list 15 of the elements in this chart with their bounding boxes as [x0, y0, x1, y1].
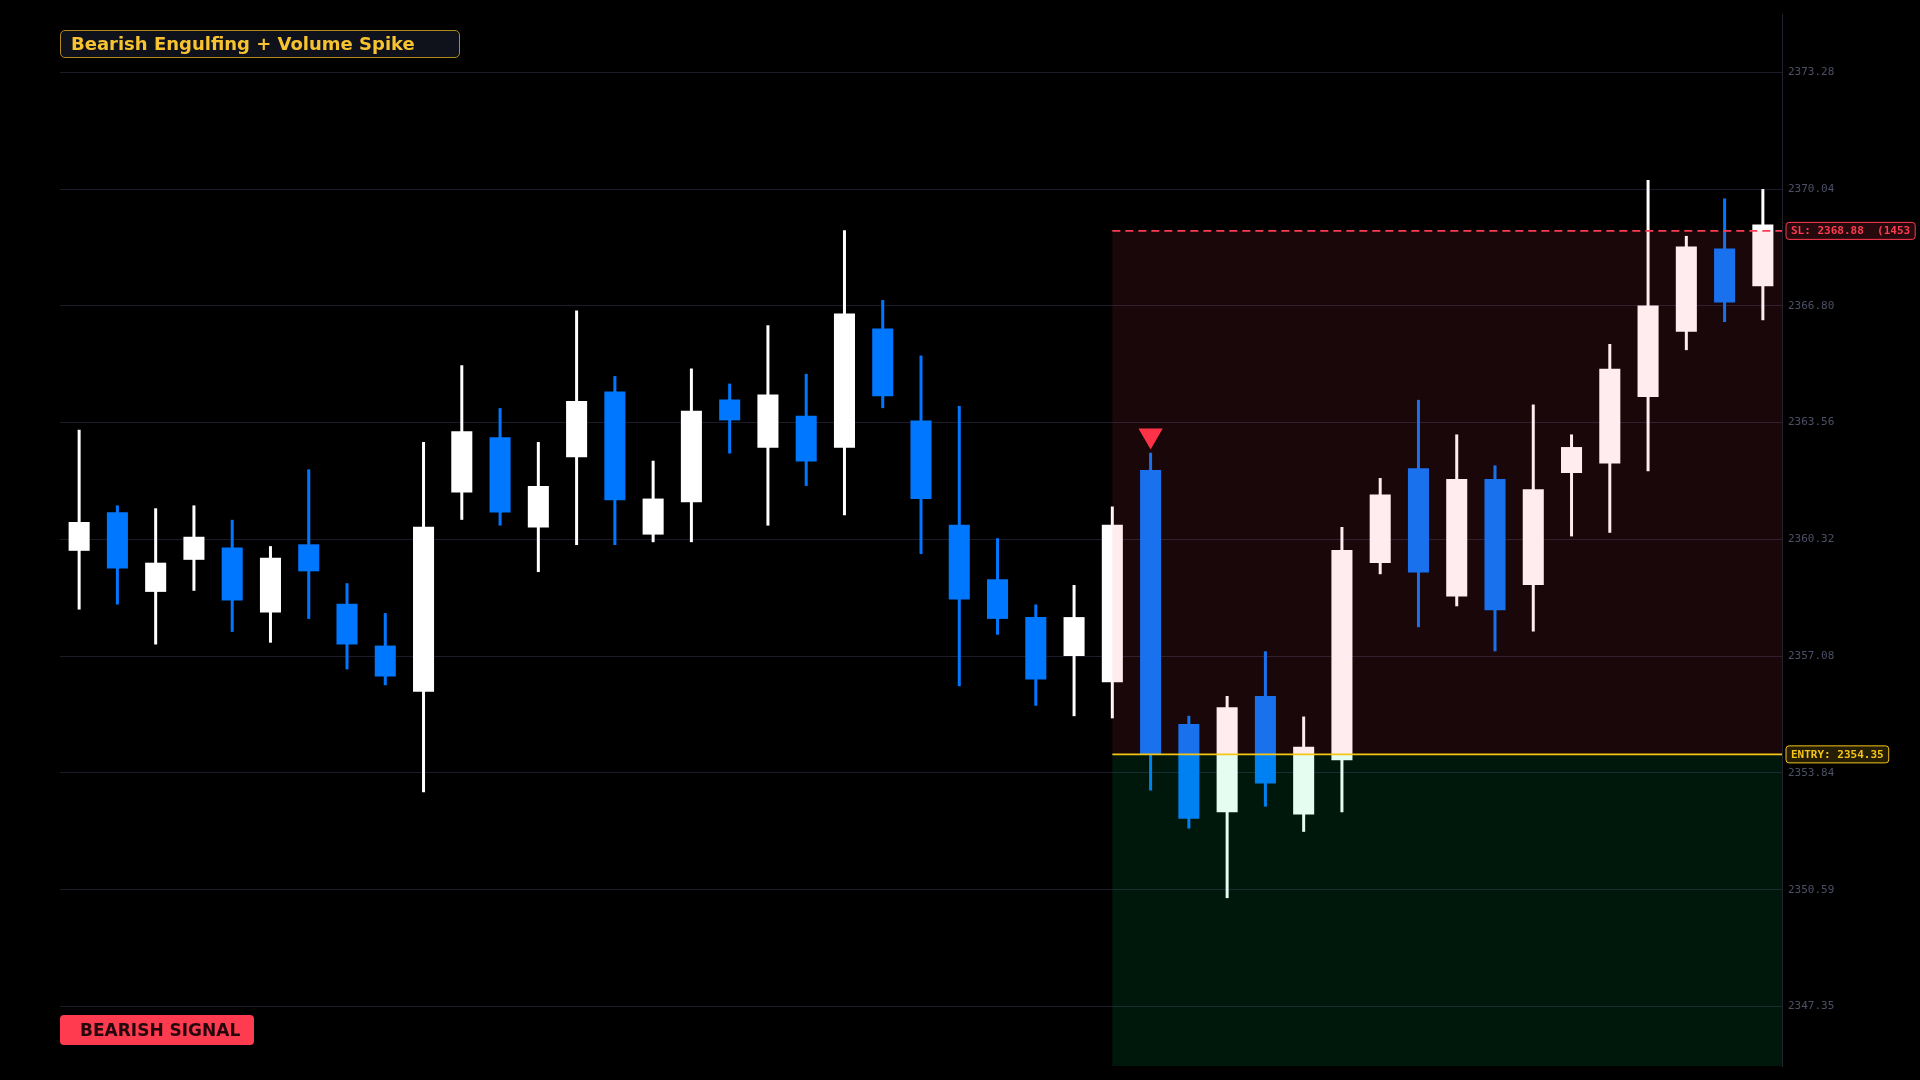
- y-tick-label: 2366.80: [1788, 298, 1835, 312]
- y-tick-label: 2347.35: [1788, 999, 1835, 1013]
- y-tick-label: 2357.08: [1788, 648, 1835, 662]
- candlestick: [719, 383, 741, 454]
- y-tick-label: 2363.56: [1788, 415, 1835, 429]
- text: Bearish Engulfing + Volume Spike: [71, 33, 415, 54]
- annotation: BEARISH SIGNAL: [80, 1020, 241, 1040]
- y-tick-label: 2353.84: [1788, 765, 1835, 779]
- y-tick-label: 2360.32: [1788, 532, 1835, 546]
- y-tick-label: 2370.04: [1788, 181, 1835, 195]
- y-tick-label: 2350.59: [1788, 882, 1835, 896]
- y-tick-label: 2373.28: [1788, 65, 1835, 79]
- ref-line-label: ENTRY: 2354.35: [1791, 747, 1884, 761]
- ref-line-label: SL: 2368.88 (1453: [1791, 224, 1911, 238]
- candlestick: [183, 505, 205, 591]
